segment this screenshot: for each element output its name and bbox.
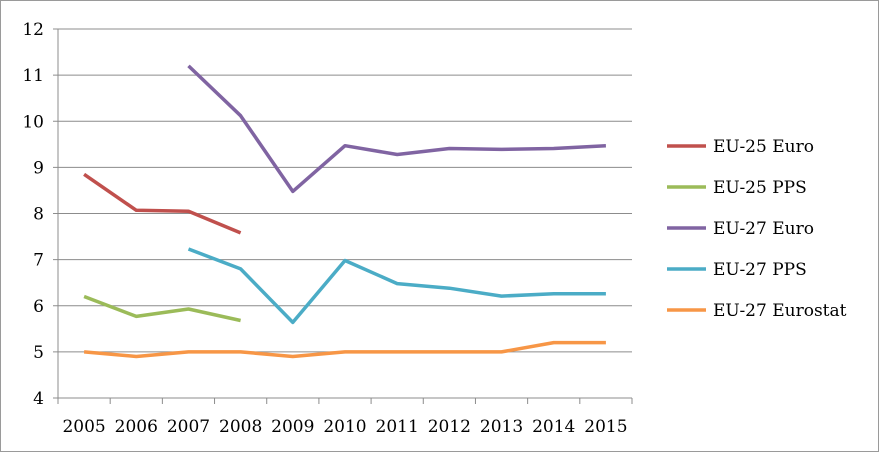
y-tick-label: 10 [22, 112, 44, 132]
x-tick-label: 2009 [271, 417, 314, 437]
x-tick-label: 2007 [167, 417, 210, 437]
y-tick-label: 6 [33, 297, 44, 317]
x-tick-label: 2006 [115, 417, 158, 437]
y-tick-label: 8 [33, 205, 44, 225]
y-tick-label: 4 [33, 389, 44, 409]
x-tick-label: 2008 [219, 417, 262, 437]
series-line-eu-27-pps [187, 247, 606, 325]
y-tick-label: 9 [33, 158, 44, 178]
y-tick-label: 5 [33, 343, 44, 363]
x-tick-label: 2005 [62, 417, 105, 437]
series-line-eu-27-eurostat [83, 340, 606, 359]
y-tick-label: 7 [33, 251, 44, 271]
series-line-eu-25-pps [83, 294, 241, 323]
legend-label: EU-27 Eurostat [713, 301, 847, 321]
x-tick-label: 2012 [428, 417, 471, 437]
legend-label: EU-25 PPS [713, 178, 807, 198]
series-line-eu-27-euro [187, 64, 606, 194]
legend: EU-25 Euro EU-25 PPS EU-27 Euro EU-27 PPS EU… [667, 137, 847, 321]
series-line-eu-25-euro [83, 172, 242, 235]
series-lines [83, 64, 606, 359]
y-tick-label: 11 [22, 66, 44, 86]
legend-label: EU-27 Euro [713, 219, 814, 239]
legend-label: EU-25 Euro [713, 137, 814, 157]
x-axis-ticks: 2005 2006 2007 2008 2009 2010 2011 2012 2013 2014… [57, 398, 633, 437]
y-axis-ticks: 4 5 6 7 8 9 10 11 12 [22, 20, 58, 409]
x-tick-label: 2013 [480, 417, 523, 437]
x-tick-label: 2011 [376, 417, 419, 437]
x-tick-label: 2015 [584, 417, 627, 437]
y-tick-label: 12 [22, 20, 44, 40]
gridlines [58, 28, 632, 353]
x-tick-label: 2010 [323, 417, 366, 437]
x-tick-label: 2014 [532, 417, 575, 437]
legend-label: EU-27 PPS [713, 260, 807, 280]
